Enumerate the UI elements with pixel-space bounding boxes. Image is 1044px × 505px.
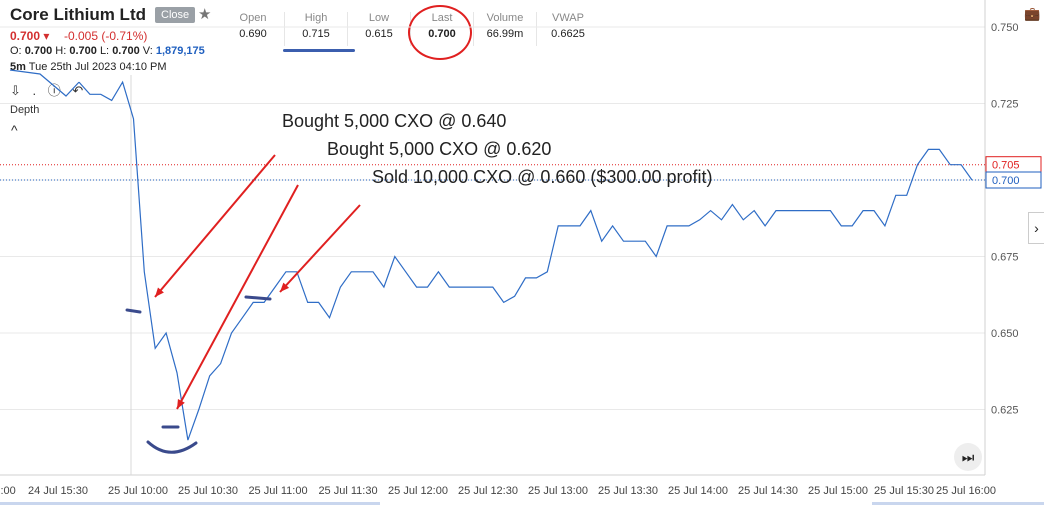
stat-vwap: VWAP 0.6625 — [551, 12, 585, 40]
price-series-line — [78, 80, 973, 441]
x-tick-label: 25 Jul 15:00 — [808, 485, 868, 497]
scrollbar-track[interactable] — [0, 502, 380, 505]
annotation-arrowhead — [280, 282, 290, 292]
annotation-arrow — [176, 184, 299, 410]
annotation-arrowhead — [155, 287, 164, 297]
annotation-arrow — [279, 204, 361, 293]
instrument-header: Core Lithium Ltd Close ★ 0.700 ▾ -0.005 … — [0, 0, 520, 138]
stat-high: High 0.715 — [285, 12, 348, 46]
annotation-arrow — [154, 154, 276, 298]
high-low-underline — [283, 49, 355, 52]
price-change: -0.005 (-0.71%) — [64, 29, 148, 43]
x-tick-label: 25 Jul 11:00 — [248, 485, 307, 497]
x-tick-label: 25 Jul 16:00 — [936, 485, 996, 497]
smile-marker — [146, 440, 198, 454]
volume-circle-annotation — [408, 5, 472, 60]
last-price: 0.700 ▾ — [10, 29, 50, 43]
x-tick-label: 15:00 — [0, 485, 16, 497]
x-tick-label: 25 Jul 12:30 — [458, 485, 518, 497]
x-tick-label: 25 Jul 15:30 — [874, 485, 934, 497]
instrument-title: Core Lithium Ltd — [10, 5, 146, 24]
import-icon[interactable]: ⇩ — [10, 83, 21, 98]
favorite-star-icon[interactable]: ★ — [198, 6, 212, 23]
price-reference-label: 0.700 — [992, 175, 1020, 187]
x-tick-label: 25 Jul 13:30 — [598, 485, 658, 497]
buy-marker — [125, 308, 142, 314]
x-tick-label: 25 Jul 14:00 — [668, 485, 728, 497]
datetime: Tue 25th Jul 2023 04:10 PM — [28, 61, 167, 73]
close-button[interactable]: Close — [155, 7, 196, 23]
x-tick-label: 25 Jul 10:00 — [108, 485, 168, 497]
y-tick-label: 0.725 — [991, 99, 1019, 111]
trade-annotation: Sold 10,000 CXO @ 0.660 ($300.00 profit) — [372, 167, 712, 187]
x-tick-label: 24 Jul 15:30 — [28, 485, 88, 497]
ohlcv-readout: O: 0.700 H: 0.700 L: 0.700 V: 1,879,175 — [10, 45, 205, 57]
y-tick-label: 0.675 — [991, 252, 1019, 264]
x-tick-label: 25 Jul 12:00 — [388, 485, 448, 497]
undo-icon[interactable]: ↶ — [72, 83, 84, 98]
fast-forward-icon[interactable]: ⏭ — [954, 443, 982, 471]
x-tick-label: 25 Jul 10:30 — [178, 485, 238, 497]
chevron-right-icon[interactable]: › — [1028, 212, 1044, 244]
trade-annotation: Bought 5,000 CXO @ 0.620 — [327, 139, 551, 159]
y-tick-label: 0.625 — [991, 405, 1019, 417]
price-reference-box — [985, 171, 1042, 189]
chart-tools: ⇩ . ⓘ ↶ — [10, 80, 91, 99]
stat-open: Open 0.690 — [222, 12, 285, 46]
stat-volume: Volume 66.99m — [474, 12, 537, 46]
sell-marker — [244, 295, 272, 301]
dot-icon: . — [32, 83, 37, 98]
y-tick-label: 0.750 — [991, 22, 1019, 34]
trade-annotation: Bought 5,000 CXO @ 0.640 — [282, 111, 506, 131]
y-tick-label: 0.650 — [991, 328, 1019, 340]
x-tick-label: 25 Jul 13:00 — [528, 485, 588, 497]
briefcase-icon[interactable]: 💼 — [1024, 6, 1041, 21]
price-series-line-prefix — [9, 69, 80, 97]
depth-label[interactable]: Depth — [10, 104, 40, 116]
x-tick-label: 25 Jul 14:30 — [738, 485, 798, 497]
info-icon[interactable]: ⓘ — [47, 83, 61, 98]
annotation-arrowhead — [177, 399, 185, 409]
price-reference-label: 0.705 — [992, 160, 1020, 172]
x-tick-label: 25 Jul 11:30 — [318, 485, 377, 497]
collapse-icon[interactable]: ^ — [11, 122, 18, 138]
scrollbar-track[interactable] — [872, 502, 1044, 505]
